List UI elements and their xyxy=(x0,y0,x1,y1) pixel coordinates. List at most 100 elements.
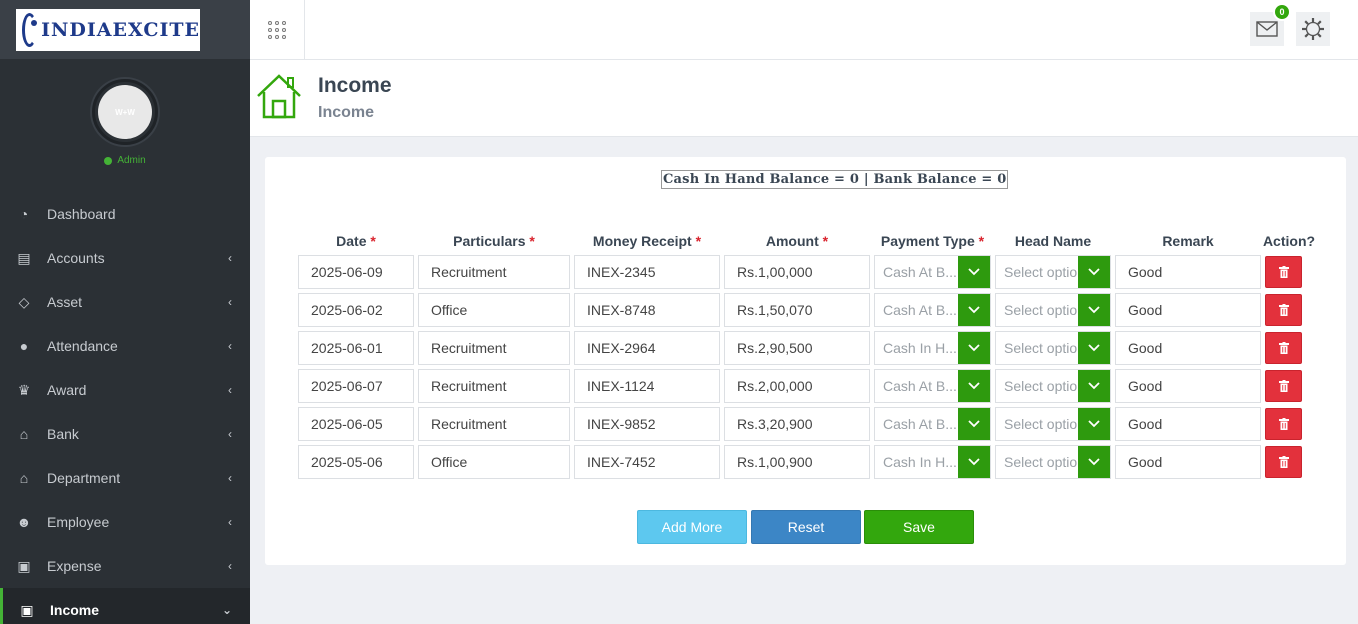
payment-type-value: Cash At B... xyxy=(883,264,957,280)
date-input[interactable]: 2025-06-01 xyxy=(298,331,414,365)
col-header-head-name: Head Name xyxy=(995,233,1111,249)
head-name-select[interactable]: Select option xyxy=(995,445,1111,479)
head-name-select[interactable]: Select option xyxy=(995,293,1111,327)
chevron-down-icon[interactable] xyxy=(1078,332,1110,364)
chevron-icon: ‹ xyxy=(228,515,232,529)
sidebar-item-income[interactable]: ▣ Income ⌄ xyxy=(0,588,250,624)
particulars-input[interactable]: Office xyxy=(418,293,570,327)
delete-row-button[interactable] xyxy=(1265,370,1302,402)
trash-icon xyxy=(1278,380,1289,392)
money-receipt-input[interactable]: INEX-9852 xyxy=(574,407,720,441)
money-receipt-input[interactable]: INEX-8748 xyxy=(574,293,720,327)
chevron-down-icon[interactable] xyxy=(958,294,990,326)
date-input[interactable]: 2025-05-06 xyxy=(298,445,414,479)
chevron-down-icon[interactable] xyxy=(958,446,990,478)
delete-row-button[interactable] xyxy=(1265,256,1302,288)
date-input[interactable]: 2025-06-05 xyxy=(298,407,414,441)
payment-type-select[interactable]: Cash In H... xyxy=(874,331,991,365)
delete-row-button[interactable] xyxy=(1265,294,1302,326)
particulars-input[interactable]: Recruitment xyxy=(418,369,570,403)
amount-input[interactable]: Rs.2,00,000 xyxy=(724,369,870,403)
sidebar-item-award[interactable]: ♛ Award ‹ xyxy=(0,368,250,412)
head-name-placeholder: Select option xyxy=(1004,340,1085,356)
date-input[interactable]: 2025-06-07 xyxy=(298,369,414,403)
sidebar-item-attendance[interactable]: ● Attendance ‹ xyxy=(0,324,250,368)
payment-type-value: Cash At B... xyxy=(883,378,957,394)
chevron-down-icon[interactable] xyxy=(958,332,990,364)
amount-input[interactable]: Rs.3,20,900 xyxy=(724,407,870,441)
chevron-down-icon[interactable] xyxy=(958,370,990,402)
payment-type-select[interactable]: Cash At B... xyxy=(874,369,991,403)
money-receipt-input[interactable]: INEX-2964 xyxy=(574,331,720,365)
delete-row-button[interactable] xyxy=(1265,408,1302,440)
delete-row-button[interactable] xyxy=(1265,446,1302,478)
date-input[interactable]: 2025-06-09 xyxy=(298,255,414,289)
apps-grid-icon xyxy=(268,20,286,39)
head-name-select[interactable]: Select option xyxy=(995,331,1111,365)
brand-logo[interactable]: INDIAEXCITE xyxy=(16,8,200,51)
col-header-amount: Amount * xyxy=(724,233,870,249)
sidebar-item-accounts[interactable]: ▤ Accounts ‹ xyxy=(0,236,250,280)
home-icon xyxy=(257,74,301,119)
particulars-input[interactable]: Office xyxy=(418,445,570,479)
chevron-icon: ‹ xyxy=(228,559,232,573)
user-icon: ● xyxy=(19,338,29,354)
money-receipt-input[interactable]: INEX-7452 xyxy=(574,445,720,479)
col-header-remark-label: Remark xyxy=(1162,233,1214,249)
head-name-select[interactable]: Select option xyxy=(995,369,1111,403)
briefcase-icon: ▤ xyxy=(17,249,31,266)
chevron-icon: ‹ xyxy=(228,427,232,441)
money-receipt-input[interactable]: INEX-2345 xyxy=(574,255,720,289)
remark-input[interactable]: Good xyxy=(1115,293,1261,327)
sidebar-item-expense[interactable]: ▣ Expense ‹ xyxy=(0,544,250,588)
head-name-select[interactable]: Select option xyxy=(995,407,1111,441)
sidebar-item-department[interactable]: ⌂ Department ‹ xyxy=(0,456,250,500)
sidebar-item-asset[interactable]: ◇ Asset ‹ xyxy=(0,280,250,324)
head-name-select[interactable]: Select option xyxy=(995,255,1111,289)
settings-button[interactable] xyxy=(1296,12,1330,46)
chevron-down-icon[interactable] xyxy=(1078,256,1110,288)
avatar[interactable]: W+W xyxy=(98,85,152,139)
payment-type-select[interactable]: Cash In H... xyxy=(874,445,991,479)
add-more-button[interactable]: Add More xyxy=(637,510,747,544)
amount-input[interactable]: Rs.1,00,000 xyxy=(724,255,870,289)
reset-button[interactable]: Reset xyxy=(751,510,861,544)
chevron-down-icon[interactable] xyxy=(1078,370,1110,402)
remark-input[interactable]: Good xyxy=(1115,369,1261,403)
sidebar-item-bank[interactable]: ⌂ Bank ‹ xyxy=(0,412,250,456)
page-header: Income Income xyxy=(250,60,1358,137)
payment-type-select[interactable]: Cash At B... xyxy=(874,407,991,441)
chevron-down-icon[interactable] xyxy=(1078,294,1110,326)
apps-grid-button[interactable] xyxy=(250,0,305,59)
amount-input[interactable]: Rs.1,00,900 xyxy=(724,445,870,479)
sidebar-item-label: Income xyxy=(50,602,100,618)
sidebar-item-label: Employee xyxy=(47,514,110,530)
remark-input[interactable]: Good xyxy=(1115,255,1261,289)
chevron-down-icon[interactable] xyxy=(958,408,990,440)
sidebar-item-label: Award xyxy=(47,382,87,398)
remark-input[interactable]: Good xyxy=(1115,407,1261,441)
date-input[interactable]: 2025-06-02 xyxy=(298,293,414,327)
amount-input[interactable]: Rs.1,50,070 xyxy=(724,293,870,327)
particulars-input[interactable]: Recruitment xyxy=(418,331,570,365)
chevron-icon: ⌄ xyxy=(221,603,232,617)
chevron-down-icon[interactable] xyxy=(958,256,990,288)
building-icon: ⌂ xyxy=(19,470,29,486)
logo-text: INDIAEXCITE xyxy=(41,18,200,41)
sidebar-item-employee[interactable]: ☻ Employee ‹ xyxy=(0,500,250,544)
particulars-input[interactable]: Recruitment xyxy=(418,407,570,441)
amount-input[interactable]: Rs.2,90,500 xyxy=(724,331,870,365)
chevron-down-icon[interactable] xyxy=(1078,446,1110,478)
save-button[interactable]: Save xyxy=(864,510,974,544)
payment-type-select[interactable]: Cash At B... xyxy=(874,255,991,289)
sidebar-item-dashboard[interactable]: ◔ Dashboard xyxy=(0,192,250,236)
remark-input[interactable]: Good xyxy=(1115,445,1261,479)
remark-input[interactable]: Good xyxy=(1115,331,1261,365)
payment-type-select[interactable]: Cash At B... xyxy=(874,293,991,327)
col-header-money-receipt: Money Receipt * xyxy=(574,233,720,249)
money-receipt-input[interactable]: INEX-1124 xyxy=(574,369,720,403)
particulars-input[interactable]: Recruitment xyxy=(418,255,570,289)
delete-row-button[interactable] xyxy=(1265,332,1302,364)
head-name-placeholder: Select option xyxy=(1004,416,1085,432)
chevron-down-icon[interactable] xyxy=(1078,408,1110,440)
